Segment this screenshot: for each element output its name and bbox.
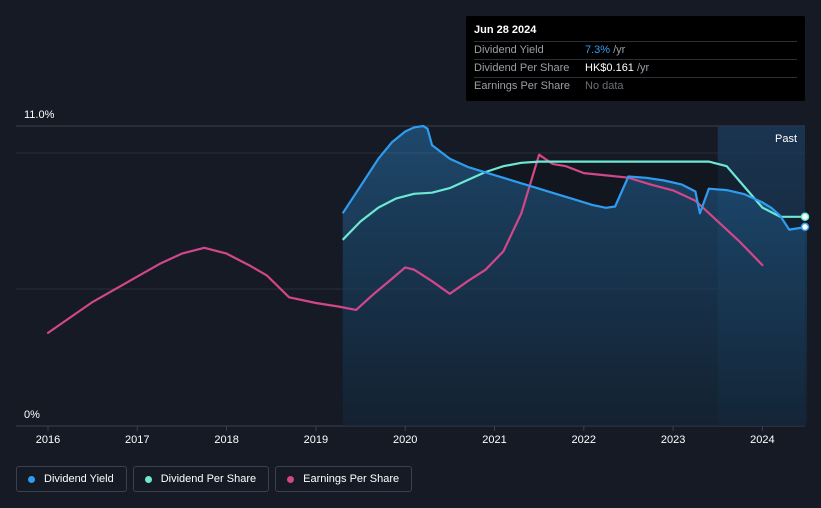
x-tick-label: 2024 [750, 434, 774, 446]
legend: Dividend Yield Dividend Per Share Earnin… [16, 466, 413, 492]
dividend-per-share-end-marker [800, 212, 810, 222]
tooltip-date: Jun 28 2024 [474, 24, 537, 36]
tooltip-label: Dividend Per Share [474, 62, 570, 74]
tooltip-row-dividend-yield: Dividend Yield 7.3% /yr [474, 41, 797, 59]
x-tick-label: 2020 [393, 434, 417, 446]
tooltip-value: 7.3% [585, 44, 611, 56]
x-tick-label: 2017 [125, 434, 149, 446]
legend-dividend-per-share[interactable]: Dividend Per Share [132, 466, 270, 492]
tooltip-row-dividend-per-share: Dividend Per Share HK$0.161 /yr [474, 59, 797, 77]
tooltip-unit: /yr [613, 44, 626, 56]
tooltip-label: Earnings Per Share [474, 80, 570, 92]
tooltip-value: HK$0.161 [585, 62, 634, 74]
tooltip-value: No data [585, 80, 624, 92]
tooltip-row-earnings-per-share: Earnings Per Share No data [474, 77, 797, 95]
legend-label: Earnings Per Share [303, 473, 400, 485]
legend-label: Dividend Yield [44, 473, 114, 485]
y-tick-label-min: 0% [24, 409, 40, 421]
dividend-yield-line [341, 124, 808, 231]
legend-dividend-yield[interactable]: Dividend Yield [16, 466, 127, 492]
tooltip: Jun 28 2024 Dividend Yield 7.3% /yr Divi… [466, 16, 805, 101]
tooltip-label: Dividend Yield [474, 44, 544, 56]
dividend-yield-end-marker [800, 222, 810, 232]
past-label: Past [775, 133, 797, 145]
x-tick-label: 2021 [482, 434, 506, 446]
dividend-yield-area [342, 126, 807, 426]
dividend-per-share-dot-icon [144, 475, 152, 483]
x-tick-label: 2023 [661, 434, 685, 446]
legend-earnings-per-share[interactable]: Earnings Per Share [275, 466, 413, 492]
legend-label: Dividend Per Share [160, 473, 257, 485]
dividend-yield-dot-icon [28, 475, 35, 483]
tooltip-unit: /yr [636, 62, 650, 74]
earnings-per-share-dot-icon [287, 475, 295, 483]
x-tick-label: 2019 [304, 434, 328, 446]
y-tick-label-max: 11.0% [24, 109, 55, 121]
series-layer [46, 124, 810, 426]
earnings-per-share-line [46, 153, 764, 334]
axis-layer: 2016 2017 2018 2019 2020 2021 2022 2023 2024 11.0… [24, 109, 775, 446]
x-tick-label: 2018 [214, 434, 238, 446]
x-tick-label: 2016 [36, 434, 60, 446]
dividend-per-share-line [341, 160, 807, 241]
x-tick-label: 2022 [572, 434, 596, 446]
